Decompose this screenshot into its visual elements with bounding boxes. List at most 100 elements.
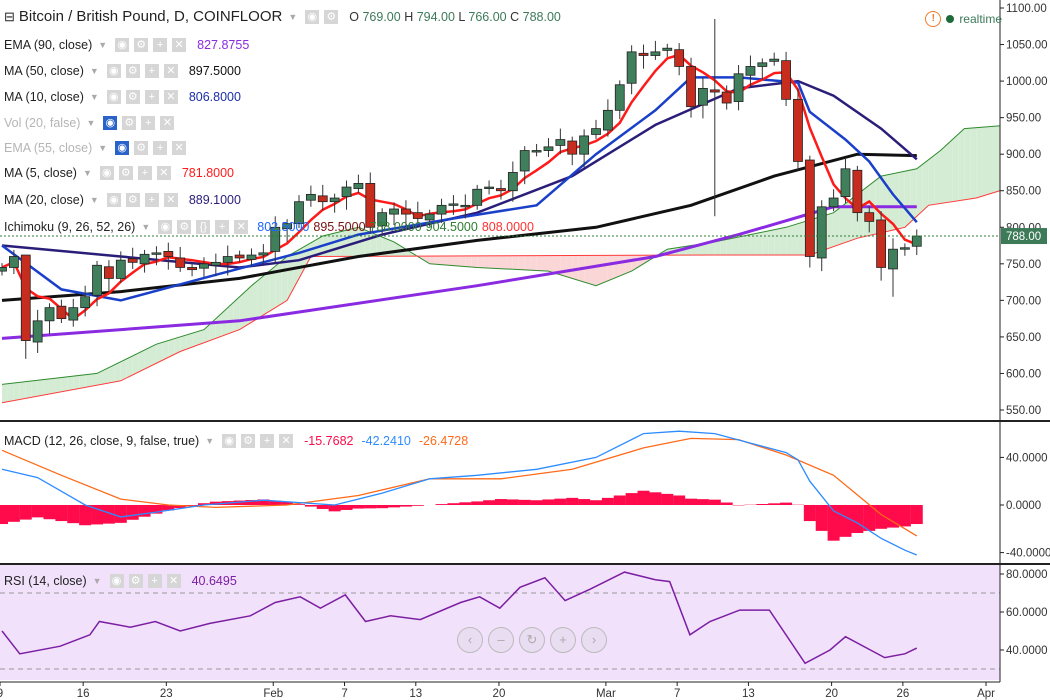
close-icon[interactable]: ✕ bbox=[166, 574, 181, 588]
cloud-segment bbox=[132, 352, 139, 375]
candle-body bbox=[305, 193, 316, 201]
candle-body bbox=[496, 188, 506, 192]
close-icon[interactable]: ✕ bbox=[160, 116, 175, 130]
indicator-name[interactable]: Ichimoku (9, 26, 52, 26) bbox=[4, 220, 136, 234]
candle bbox=[436, 198, 447, 223]
cloud-segment bbox=[548, 255, 555, 273]
candle bbox=[519, 146, 530, 185]
plus-icon[interactable]: + bbox=[215, 220, 230, 234]
visibility-icon[interactable]: ◉ bbox=[106, 90, 121, 104]
plus-icon[interactable]: + bbox=[153, 38, 168, 52]
candle-body bbox=[698, 87, 708, 106]
plus-icon[interactable]: + bbox=[153, 141, 168, 155]
gear-icon[interactable]: ⚙ bbox=[122, 116, 137, 130]
chevron-down-icon[interactable]: ▼ bbox=[98, 40, 108, 50]
candle-body bbox=[401, 208, 411, 215]
cloud-segment bbox=[910, 168, 917, 222]
cloud-segment bbox=[732, 237, 739, 256]
chevron-down-icon[interactable]: ▼ bbox=[89, 195, 99, 205]
candle bbox=[804, 155, 815, 268]
close-icon[interactable]: ✕ bbox=[172, 141, 187, 155]
candle bbox=[424, 209, 435, 227]
cloud-segment bbox=[726, 238, 733, 256]
indicator-name[interactable]: Vol (20, false) bbox=[4, 116, 81, 130]
visibility-icon[interactable]: ◉ bbox=[115, 38, 130, 52]
macd-histogram-bar bbox=[566, 497, 579, 505]
chevron-down-icon[interactable]: ▼ bbox=[141, 222, 151, 232]
reset-button[interactable]: ↻ bbox=[519, 627, 545, 653]
cloud-segment bbox=[750, 233, 757, 256]
macd-histogram-bar bbox=[649, 492, 662, 505]
indicator-name[interactable]: MACD (12, 26, close, 9, false, true) bbox=[4, 434, 200, 448]
visibility-icon[interactable]: ◉ bbox=[305, 9, 320, 24]
close-icon[interactable]: ✕ bbox=[279, 434, 294, 448]
warning-icon[interactable]: ! bbox=[925, 11, 942, 27]
cloud-segment bbox=[156, 342, 163, 364]
indicator-name[interactable]: MA (20, close) bbox=[4, 193, 84, 207]
indicator-name[interactable]: MA (5, close) bbox=[4, 166, 77, 180]
indicator-name[interactable]: RSI (14, close) bbox=[4, 574, 87, 588]
gear-icon[interactable]: ⚙ bbox=[128, 574, 143, 588]
cloud-segment bbox=[227, 302, 234, 334]
gear-icon[interactable]: ⚙ bbox=[324, 9, 339, 24]
close-icon[interactable]: ✕ bbox=[172, 38, 187, 52]
cloud-segment bbox=[619, 255, 626, 276]
macd-histogram-bar bbox=[233, 500, 246, 505]
cloud-segment bbox=[762, 230, 769, 256]
visibility-icon[interactable]: ◉ bbox=[158, 220, 173, 234]
plus-icon[interactable]: + bbox=[141, 116, 156, 130]
plus-icon[interactable]: + bbox=[144, 64, 159, 78]
gear-icon[interactable]: ⚙ bbox=[118, 166, 133, 180]
chevron-down-icon[interactable]: ▼ bbox=[205, 436, 215, 446]
candle-body bbox=[448, 203, 459, 206]
visibility-icon[interactable]: ◉ bbox=[103, 116, 118, 130]
chevron-down-icon[interactable]: ▼ bbox=[288, 11, 298, 22]
gear-icon[interactable]: ⚙ bbox=[134, 38, 149, 52]
indicator-name[interactable]: MA (50, close) bbox=[4, 64, 84, 78]
cloud-segment bbox=[340, 230, 347, 257]
gear-icon[interactable]: ⚙ bbox=[177, 220, 192, 234]
close-icon[interactable]: ✕ bbox=[156, 166, 171, 180]
zoom-out-button[interactable]: – bbox=[488, 627, 514, 653]
plus-icon[interactable]: + bbox=[137, 166, 152, 180]
scroll-left-button[interactable]: ‹ bbox=[457, 627, 483, 653]
zoom-in-button[interactable]: + bbox=[550, 627, 576, 653]
close-icon[interactable]: ✕ bbox=[234, 220, 249, 234]
symbol-title[interactable]: Bitcoin / British Pound, D, COINFLOOR bbox=[18, 8, 283, 25]
visibility-icon[interactable]: ◉ bbox=[106, 64, 121, 78]
plus-icon[interactable]: + bbox=[147, 574, 162, 588]
indicator-name[interactable]: EMA (55, close) bbox=[4, 141, 93, 155]
plus-icon[interactable]: + bbox=[260, 434, 275, 448]
time-tick-label: Mar bbox=[596, 688, 616, 700]
chevron-down-icon[interactable]: ▼ bbox=[98, 143, 108, 153]
gear-icon[interactable]: ⚙ bbox=[125, 90, 140, 104]
close-icon[interactable]: ✕ bbox=[163, 90, 178, 104]
source-code-icon[interactable]: {} bbox=[196, 220, 211, 234]
indicator-name[interactable]: EMA (90, close) bbox=[4, 38, 93, 52]
cloud-segment bbox=[536, 255, 543, 271]
visibility-icon[interactable]: ◉ bbox=[109, 574, 124, 588]
visibility-icon[interactable]: ◉ bbox=[222, 434, 237, 448]
indicator-name[interactable]: MA (10, close) bbox=[4, 90, 84, 104]
visibility-icon[interactable]: ◉ bbox=[99, 166, 114, 180]
candle-body bbox=[341, 186, 352, 197]
gear-icon[interactable]: ⚙ bbox=[134, 141, 149, 155]
close-icon[interactable]: ✕ bbox=[163, 64, 178, 78]
plus-icon[interactable]: + bbox=[144, 193, 159, 207]
gear-icon[interactable]: ⚙ bbox=[125, 64, 140, 78]
macd-histogram-bar bbox=[281, 501, 294, 505]
chevron-down-icon[interactable]: ▼ bbox=[82, 168, 92, 178]
gear-icon[interactable]: ⚙ bbox=[241, 434, 256, 448]
visibility-icon[interactable]: ◉ bbox=[106, 193, 121, 207]
chevron-down-icon[interactable]: ▼ bbox=[89, 92, 99, 102]
chevron-down-icon[interactable]: ▼ bbox=[86, 118, 96, 128]
scroll-right-button[interactable]: › bbox=[581, 627, 607, 653]
plus-icon[interactable]: + bbox=[144, 90, 159, 104]
visibility-icon[interactable]: ◉ bbox=[115, 141, 130, 155]
close-icon[interactable]: ✕ bbox=[163, 193, 178, 207]
chevron-down-icon[interactable]: ▼ bbox=[92, 576, 102, 586]
collapse-icon[interactable]: ⊟ bbox=[4, 8, 15, 24]
chevron-down-icon[interactable]: ▼ bbox=[89, 66, 99, 76]
gear-icon[interactable]: ⚙ bbox=[125, 193, 140, 207]
